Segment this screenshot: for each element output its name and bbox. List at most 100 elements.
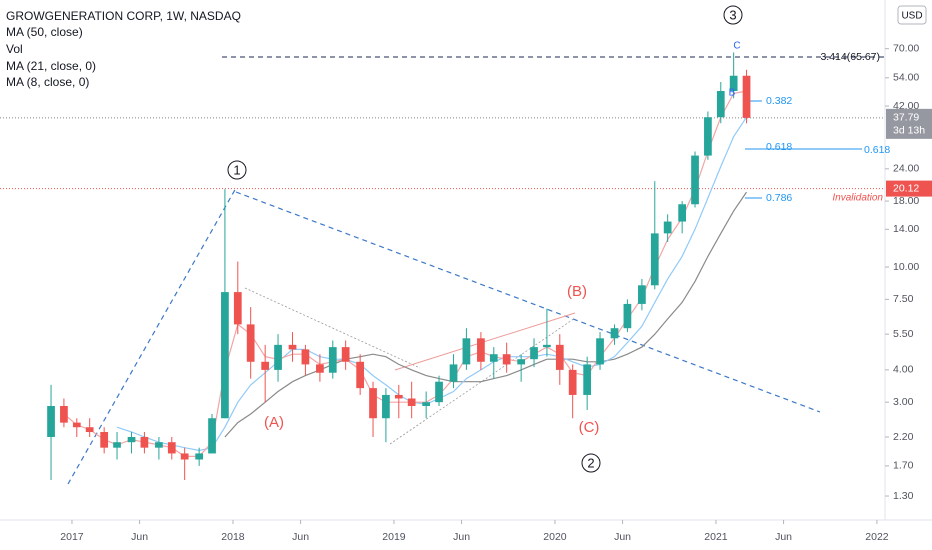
candle-body [449,364,458,382]
candle-body [140,436,149,448]
wave-circle [581,453,601,473]
candle-body [489,354,498,362]
x-tick-label: 2022 [865,531,889,543]
candle-body [288,344,297,350]
x-tick-label: 2018 [221,531,245,543]
moving-average [224,191,747,438]
candle-body [729,75,738,92]
candle-body [555,344,564,370]
candle-body [261,361,270,370]
wave-label: (C) [579,419,600,436]
moving-average [63,90,747,457]
candle-body [274,344,282,370]
legend-entry: MA (21, close, 0) [6,59,96,73]
y-tick-label: 10.00 [893,261,919,273]
moving-average [116,116,748,452]
x-tick-label: 2017 [60,531,84,543]
candle-body [583,364,592,395]
candle-body [623,303,632,329]
candle-body [691,155,699,205]
wave-label: C [733,41,740,52]
candle-body [543,344,551,348]
candle-body [127,436,136,443]
invalidation-label: Invalidation [832,193,883,204]
invalidation-price-label: 20.12 [893,182,919,194]
y-tick-label: 1.30 [893,490,914,502]
candle-body [422,402,431,406]
currency-label: USD [901,11,922,22]
legend-entry: Vol [6,42,23,56]
candle-body [369,388,377,419]
candle-body [742,75,751,118]
wave-circle [227,160,247,180]
fib-label: 0.382 [766,95,792,107]
fib-label: 0.618 [766,141,792,153]
candle-body [246,324,255,362]
candle-body [530,347,538,360]
last-price-label: 37.79 [893,112,919,124]
x-tick-label: Jun [131,531,148,543]
wave-label: 3 [729,7,736,22]
last-price-tag [886,108,932,139]
channel-line [244,287,421,369]
invalidation-tag [886,180,932,197]
wave-circle [723,5,743,25]
y-tick-label: 42.00 [893,100,919,112]
y-tick-label: 70.00 [893,42,919,54]
candle-body [208,418,216,454]
candle-body [678,204,687,222]
marks [0,52,885,480]
candle-body [100,431,109,448]
candle-body [356,361,365,389]
candle-body [72,422,81,428]
candle-body [638,285,646,304]
candle-body [610,328,619,339]
currency-box[interactable] [897,5,927,25]
candle-body [704,117,712,156]
candle-body [596,338,604,365]
candle-body [462,338,471,365]
candle-body [382,394,390,419]
candle-body [316,364,324,373]
channel-line [389,317,576,445]
candle-body [195,453,204,460]
candle-body [221,292,229,419]
candle-body [435,381,443,403]
y-tick-label: 18.00 [893,195,919,207]
wave-label: B [729,88,736,99]
x-tick-label: 2021 [704,531,728,543]
candle-body [568,369,577,395]
fib-label: 0.786 [766,192,792,204]
x-tick-label: Jun [292,531,309,543]
candle-body [341,347,350,362]
candle-body [394,394,403,399]
candle-body [502,354,511,365]
y-tick-label: 54.00 [893,72,919,84]
y-tick-label: 4.00 [893,364,914,376]
y-tick-label: 7.50 [893,293,914,305]
y-tick-label: 14.00 [893,223,919,235]
x-tick-label: 2020 [543,531,567,543]
legend-entry: MA (8, close, 0) [6,75,89,89]
countdown-label: 3d 13h [893,125,925,137]
candle-body [60,405,68,423]
candle-body [517,359,526,365]
candle-body [155,442,163,448]
candle-body [47,405,55,437]
fib-label: 0.618 [864,144,890,156]
wave-label: (B) [567,283,587,300]
candle-body [716,91,725,118]
candle-body [85,427,94,432]
candle-body [180,453,189,460]
y-tick-label: 2.20 [893,431,914,443]
wave-label: 2 [587,455,594,470]
candle-body [477,338,485,362]
wave-label: 1 [233,162,240,177]
candle-body [233,292,242,325]
candle-body [113,442,121,448]
y-tick-label: 24.00 [893,163,919,175]
candle-body [650,233,659,286]
candle-body [328,347,337,373]
candle-body [167,442,176,454]
channel-line [394,312,576,371]
